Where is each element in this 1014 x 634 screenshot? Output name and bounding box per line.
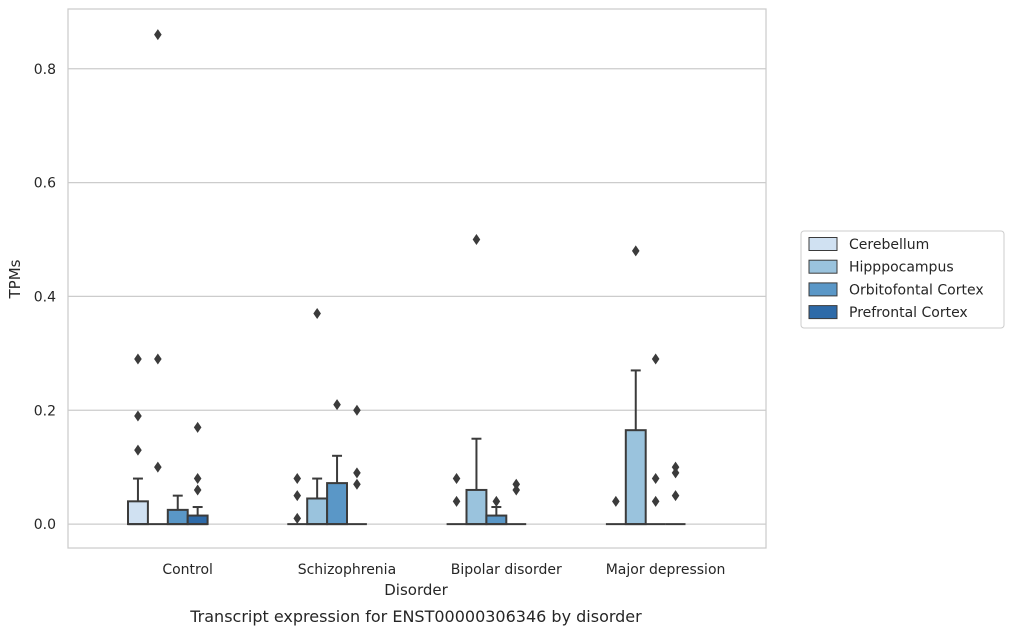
box-hipppocampus-2 bbox=[465, 234, 488, 526]
x-tick-label: Control bbox=[162, 562, 213, 578]
outlier-point bbox=[154, 461, 162, 473]
legend-label: Hipppocampus bbox=[849, 260, 954, 276]
outlier-point bbox=[333, 399, 341, 411]
box-body bbox=[186, 514, 209, 526]
y-tick-label: 0.4 bbox=[34, 289, 56, 305]
box-orbitofontal-cortex-2 bbox=[485, 495, 508, 526]
y-axis-ticks: 0.0 0.2 0.4 0.6 0.8 bbox=[34, 62, 56, 533]
x-axis-label: Disorder bbox=[384, 581, 448, 599]
box-body bbox=[624, 429, 647, 526]
y-tick-label: 0.2 bbox=[34, 403, 56, 419]
box-prefrontal-cortex-1 bbox=[347, 404, 367, 526]
plot-frame bbox=[67, 8, 767, 549]
plot-area bbox=[127, 29, 686, 526]
outlier-point bbox=[134, 444, 142, 456]
box-prefrontal-cortex-0 bbox=[186, 421, 209, 526]
box-prefrontal-cortex-3 bbox=[665, 461, 686, 526]
legend-frame bbox=[800, 230, 1005, 329]
outlier-point bbox=[651, 473, 660, 485]
outlier-point bbox=[452, 473, 461, 485]
outlier-point bbox=[651, 495, 660, 507]
legend-label: Prefrontal Cortex bbox=[849, 305, 968, 321]
outlier-point bbox=[293, 473, 302, 485]
gridlines bbox=[68, 68, 766, 525]
outlier-point bbox=[193, 421, 202, 433]
box-orbitofontal-cortex-1 bbox=[326, 399, 349, 526]
outlier-point bbox=[154, 353, 162, 365]
box-cerebellum-1 bbox=[287, 473, 308, 526]
legend-label: Orbitofontal Cortex bbox=[849, 282, 984, 298]
outlier-point bbox=[512, 484, 521, 496]
box-body bbox=[465, 488, 488, 526]
outlier-point bbox=[512, 478, 521, 490]
box-orbitofontal-cortex-0 bbox=[166, 494, 189, 526]
outlier-point bbox=[671, 490, 680, 502]
box-body bbox=[306, 497, 329, 526]
outlier-point bbox=[193, 473, 202, 485]
x-tick-label: Bipolar disorder bbox=[451, 562, 562, 578]
outlier-point bbox=[612, 495, 620, 507]
box-body bbox=[166, 508, 189, 526]
legend: Cerebellum Hipppocampus Orbitofontal Corte… bbox=[800, 230, 1005, 329]
x-tick-label: Major depression bbox=[606, 562, 726, 578]
outlier-point bbox=[452, 495, 461, 507]
chart-caption: Transcript expression for ENST0000030634… bbox=[189, 607, 642, 626]
box-prefrontal-cortex-2 bbox=[506, 478, 527, 526]
x-tick-label: Schizophrenia bbox=[298, 562, 396, 578]
outlier-point bbox=[671, 461, 680, 473]
outlier-point bbox=[193, 484, 202, 496]
outlier-point bbox=[353, 478, 361, 490]
x-axis-ticks: Control Schizophrenia Bipolar disorder Majo… bbox=[162, 562, 725, 578]
box-orbitofontal-cortex-3 bbox=[645, 353, 666, 526]
y-axis-label: TPMs bbox=[6, 259, 24, 299]
y-tick-label: 0.6 bbox=[34, 176, 56, 192]
box-hipppocampus-3 bbox=[624, 245, 647, 526]
outlier-point bbox=[293, 490, 302, 502]
legend-swatch bbox=[808, 305, 838, 320]
outlier-point bbox=[293, 512, 302, 524]
outlier-point bbox=[631, 245, 640, 257]
outlier-point bbox=[492, 495, 501, 507]
outlier-point bbox=[154, 29, 162, 41]
legend-swatch bbox=[808, 237, 838, 251]
box-body bbox=[326, 482, 349, 526]
outlier-point bbox=[134, 353, 142, 365]
y-tick-label: 0.8 bbox=[34, 62, 56, 78]
legend-label: Cerebellum bbox=[849, 237, 929, 253]
outlier-point bbox=[651, 353, 660, 365]
box-body bbox=[485, 514, 508, 526]
legend-swatch bbox=[808, 282, 838, 297]
legend-swatch bbox=[808, 259, 838, 274]
box-body bbox=[127, 500, 149, 526]
outlier-point bbox=[313, 308, 321, 320]
y-tick-label: 0.0 bbox=[34, 517, 56, 533]
box-cerebellum-2 bbox=[446, 473, 467, 526]
box-cerebellum-3 bbox=[605, 495, 626, 526]
outlier-point bbox=[671, 467, 680, 479]
outlier-point bbox=[134, 410, 142, 422]
outlier-point bbox=[353, 467, 361, 479]
box-cerebellum-0 bbox=[127, 353, 149, 526]
outlier-point bbox=[353, 404, 361, 416]
outlier-point bbox=[472, 234, 481, 246]
box-hipppocampus-1 bbox=[306, 308, 329, 526]
box-hipppocampus-0 bbox=[147, 29, 168, 526]
